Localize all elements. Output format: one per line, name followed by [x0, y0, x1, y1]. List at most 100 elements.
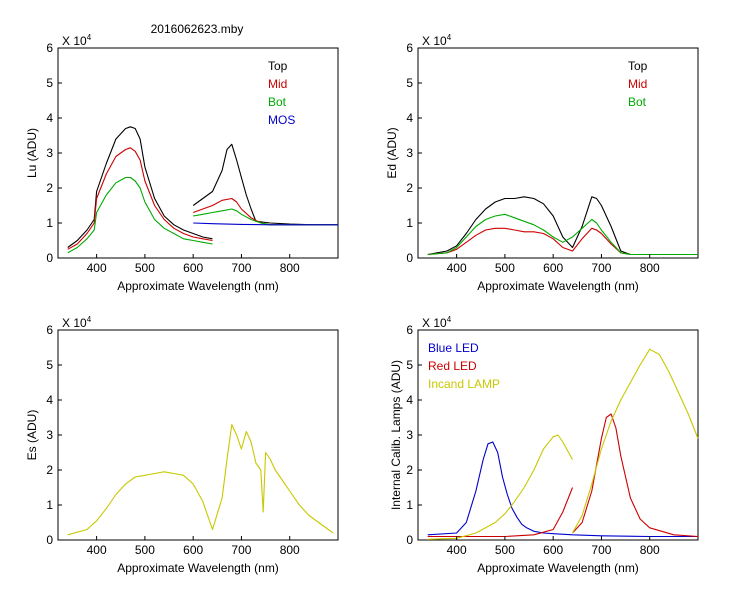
tick-layer: 400 500 600 700 800 0 1 2 3 4 5 6 — [406, 323, 660, 557]
legend-entry-bot: Bot — [268, 95, 287, 109]
legend: Top Mid Bot — [628, 59, 648, 109]
y-axis-label: Es (ADU) — [25, 410, 39, 461]
x-tick-label: 400 — [87, 261, 107, 275]
x-tick-label: 800 — [640, 261, 660, 275]
series-line-incand-lamp-0 — [427, 434, 573, 540]
y-tick-label: 0 — [46, 533, 53, 547]
legend-entry-blue-led: Blue LED — [428, 341, 479, 355]
x-tick-label: 700 — [591, 261, 611, 275]
y-tick-label: 0 — [406, 251, 413, 265]
y-tick-label: 5 — [406, 76, 413, 90]
x-axis-label: Approximate Wavelength (nm) — [477, 561, 639, 575]
series-layer — [67, 423, 334, 536]
legend-entry-mid: Mid — [268, 77, 287, 91]
y-tick-label: 5 — [406, 358, 413, 372]
x-tick-label: 800 — [280, 261, 300, 275]
y-tick-label: 1 — [46, 216, 53, 230]
y-axis-label: Internal Calib. Lamps (ADU) — [389, 360, 403, 510]
y-tick-label: 3 — [46, 146, 53, 160]
series-line-mid-0 — [427, 227, 698, 256]
legend-entry-bot: Bot — [628, 95, 647, 109]
y-tick-label: 3 — [46, 428, 53, 442]
series-line-bot-0 — [67, 176, 213, 254]
panel-es: 400 500 600 700 800 0 1 2 3 4 5 6 X 104 Approximate… — [25, 315, 339, 575]
series-line-red-led-1 — [572, 413, 699, 538]
series-layer — [427, 348, 699, 540]
legend: Blue LED Red LED Incand LAMP — [428, 341, 500, 391]
y-tick-label: 6 — [46, 323, 53, 337]
y-tick-label: 2 — [46, 463, 53, 477]
y-tick-label: 6 — [406, 323, 413, 337]
legend-entry-mid: Mid — [628, 77, 647, 91]
x-tick-label: 400 — [447, 261, 467, 275]
y-tick-label: 0 — [46, 251, 53, 265]
y-tick-label: 1 — [406, 216, 413, 230]
exponent-label: X 104 — [422, 33, 452, 48]
x-tick-label: 700 — [591, 543, 611, 557]
x-tick-label: 500 — [495, 261, 515, 275]
x-tick-label: 600 — [543, 261, 563, 275]
figure-title: 2016062623.mby — [151, 22, 244, 36]
panel-calib: 400 500 600 700 800 0 1 2 3 4 5 6 Blue LED Red LED In… — [389, 315, 699, 575]
series-line-top-1 — [192, 143, 338, 226]
plot-frame — [57, 47, 339, 259]
y-tick-label: 2 — [46, 181, 53, 195]
tick-layer: 400 500 600 700 800 0 1 2 3 4 5 6 — [46, 323, 300, 557]
y-tick-label: 5 — [46, 76, 53, 90]
legend-entry-mos: MOS — [268, 113, 295, 127]
x-tick-label: 500 — [135, 543, 155, 557]
x-tick-label: 400 — [447, 543, 467, 557]
y-tick-label: 3 — [406, 428, 413, 442]
x-axis-label: Approximate Wavelength (nm) — [117, 279, 279, 293]
exponent-label: X 104 — [422, 315, 452, 330]
panel-lu: 400 500 600 700 800 0 1 2 3 4 5 6 Top Mid Bot MOS X 10… — [25, 33, 339, 293]
series-line-top-0 — [427, 196, 698, 256]
x-tick-label: 600 — [183, 261, 203, 275]
tick-layer: 400 500 600 700 800 0 1 2 3 4 5 6 — [406, 41, 660, 275]
y-tick-label: 4 — [46, 111, 53, 125]
series-line-mid-0 — [67, 147, 213, 250]
series-line-bot-0 — [427, 213, 698, 256]
series-line-es-0 — [67, 423, 334, 536]
x-tick-label: 700 — [231, 261, 251, 275]
legend-entry-red-led: Red LED — [428, 359, 477, 373]
series-line-incand-lamp-1 — [572, 348, 699, 534]
exponent-label: X 104 — [62, 315, 92, 330]
x-tick-label: 500 — [495, 543, 515, 557]
exponent-label: X 104 — [62, 33, 92, 48]
x-tick-label: 400 — [87, 543, 107, 557]
x-tick-label: 800 — [280, 543, 300, 557]
legend-entry-incand-lamp: Incand LAMP — [428, 377, 500, 391]
y-tick-label: 4 — [406, 111, 413, 125]
y-tick-label: 6 — [46, 41, 53, 55]
legend-entry-top: Top — [268, 59, 288, 73]
x-axis-label: Approximate Wavelength (nm) — [117, 561, 279, 575]
legend: Top Mid Bot MOS — [268, 59, 295, 127]
y-tick-label: 3 — [406, 146, 413, 160]
y-tick-label: 1 — [46, 498, 53, 512]
y-tick-label: 4 — [406, 393, 413, 407]
tick-layer: 400 500 600 700 800 0 1 2 3 4 5 6 — [46, 41, 300, 275]
series-line-blue-led-0 — [427, 441, 698, 538]
x-tick-label: 800 — [640, 543, 660, 557]
y-tick-label: 6 — [406, 41, 413, 55]
y-axis-label: Ed (ADU) — [385, 127, 399, 178]
y-tick-label: 0 — [406, 533, 413, 547]
legend-entry-top: Top — [628, 59, 648, 73]
x-axis-label: Approximate Wavelength (nm) — [477, 279, 639, 293]
x-tick-label: 500 — [135, 261, 155, 275]
plot-frame — [57, 329, 339, 541]
y-tick-label: 1 — [406, 498, 413, 512]
series-layer — [67, 126, 338, 254]
series-line-mos-0 — [193, 222, 338, 226]
panel-ed: 400 500 600 700 800 0 1 2 3 4 5 6 Top Mid Bot X 104 A… — [385, 33, 699, 293]
x-tick-label: 600 — [183, 543, 203, 557]
y-tick-label: 4 — [46, 393, 53, 407]
y-tick-label: 2 — [406, 463, 413, 477]
series-line-red-led-0 — [427, 487, 574, 538]
y-axis-label: Lu (ADU) — [25, 128, 39, 178]
y-tick-label: 2 — [406, 181, 413, 195]
y-tick-label: 5 — [46, 358, 53, 372]
x-tick-label: 700 — [231, 543, 251, 557]
